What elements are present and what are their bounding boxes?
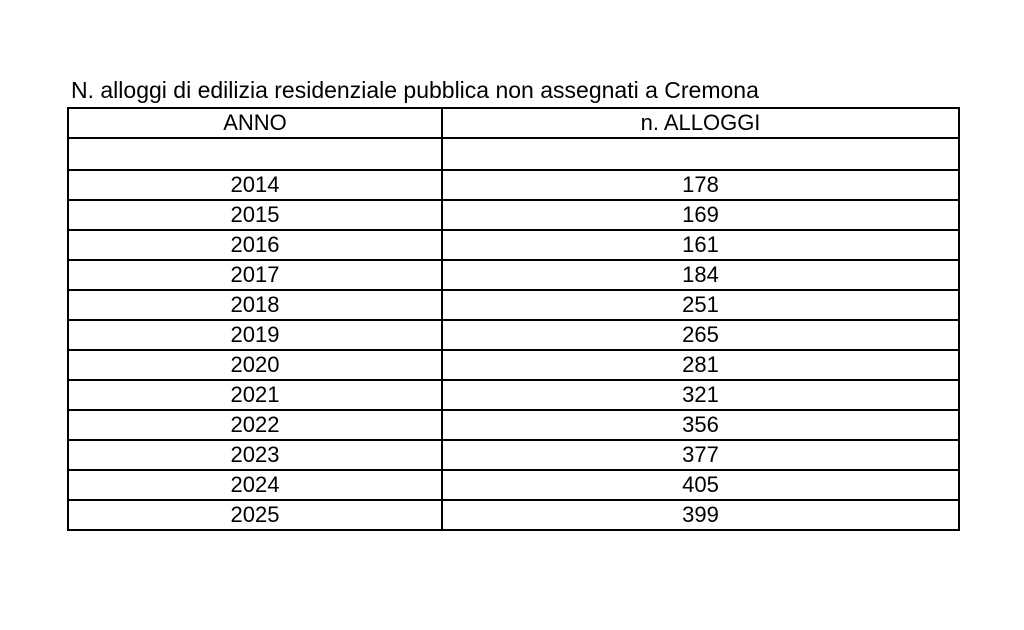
value-cell: 178 [441,169,960,201]
value-cell: 265 [441,319,960,351]
table-header-row: ANNO n. ALLOGGI [67,107,960,139]
table-row: 2016 161 [67,229,960,261]
table-row: 2015 169 [67,199,960,231]
value-cell: 161 [441,229,960,261]
table-title: N. alloggi di edilizia residenziale pubb… [71,77,759,103]
table-row: 2021 321 [67,379,960,411]
table-row: 2024 405 [67,469,960,501]
value-cell: 321 [441,379,960,411]
data-table: ANNO n. ALLOGGI 2014 178 2015 169 2016 161 201… [67,107,960,531]
value-cell: 169 [441,199,960,231]
year-cell: 2021 [67,379,443,411]
year-cell: 2022 [67,409,443,441]
value-cell: 399 [441,499,960,531]
year-cell: 2025 [67,499,443,531]
spacer-row [67,137,960,171]
value-cell: 281 [441,349,960,381]
spacer-cell [441,137,960,171]
table-row: 2023 377 [67,439,960,471]
year-cell: 2018 [67,289,443,321]
year-cell: 2024 [67,469,443,501]
year-cell: 2023 [67,439,443,471]
column-header-anno: ANNO [67,107,443,139]
value-cell: 184 [441,259,960,291]
table-row: 2017 184 [67,259,960,291]
year-cell: 2017 [67,259,443,291]
value-cell: 251 [441,289,960,321]
year-cell: 2019 [67,319,443,351]
value-cell: 405 [441,469,960,501]
table-row: 2020 281 [67,349,960,381]
year-cell: 2014 [67,169,443,201]
year-cell: 2015 [67,199,443,231]
table-row: 2019 265 [67,319,960,351]
value-cell: 356 [441,409,960,441]
year-cell: 2020 [67,349,443,381]
column-header-alloggi: n. ALLOGGI [441,107,960,139]
year-cell: 2016 [67,229,443,261]
table-row: 2022 356 [67,409,960,441]
table-row: 2018 251 [67,289,960,321]
table-body: 2014 178 2015 169 2016 161 2017 184 2018 251 2019 2… [67,169,960,531]
table-row: 2025 399 [67,499,960,531]
spacer-cell [67,137,443,171]
value-cell: 377 [441,439,960,471]
table-row: 2014 178 [67,169,960,201]
